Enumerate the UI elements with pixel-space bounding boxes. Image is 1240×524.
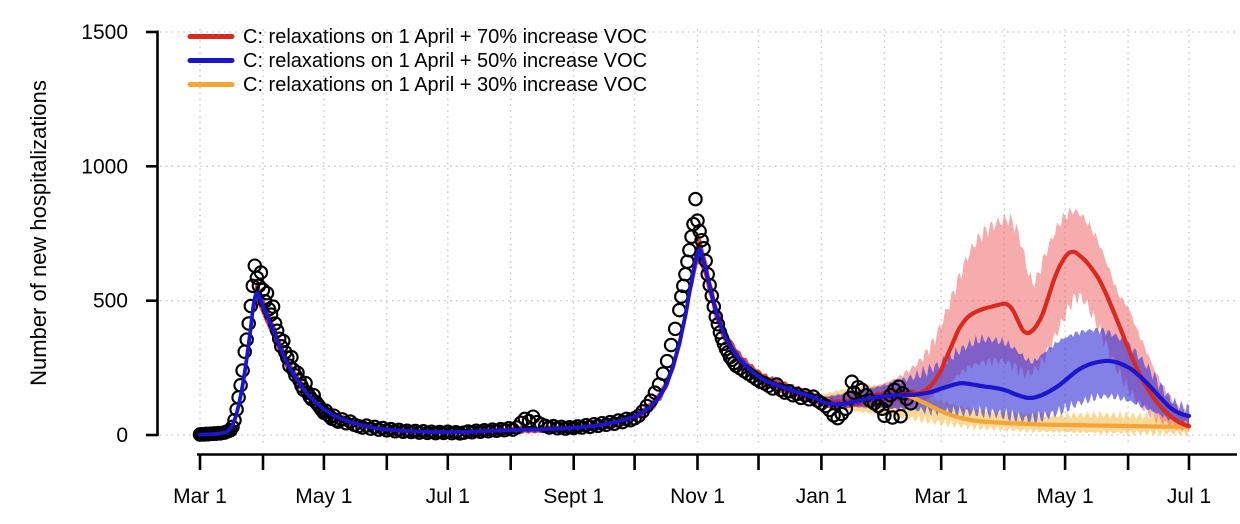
observed-point bbox=[509, 420, 525, 435]
scenario-line-70 bbox=[898, 249, 1192, 429]
observed-point bbox=[253, 265, 269, 280]
observed-point bbox=[830, 410, 845, 426]
observed-point bbox=[667, 321, 683, 337]
scenario-line-30 bbox=[898, 392, 1192, 429]
observed-point bbox=[690, 213, 705, 228]
observed-point bbox=[877, 408, 892, 423]
scenario-band-50 bbox=[821, 327, 1189, 427]
observed-point bbox=[692, 224, 707, 239]
x-tick-label: May 1 bbox=[295, 485, 352, 508]
x-tick-label: Mar 1 bbox=[173, 485, 227, 508]
x-tick-label: May 1 bbox=[1037, 485, 1094, 508]
legend-item: C: relaxations on 1 April + 70% increase… bbox=[187, 26, 647, 48]
x-axis bbox=[197, 453, 1237, 470]
legend-item: C: relaxations on 1 April + 50% increase… bbox=[187, 50, 647, 72]
x-tick-label: Jan 1 bbox=[796, 485, 847, 508]
observed-point bbox=[818, 398, 833, 414]
legend-item: C: relaxations on 1 April + 30% increase… bbox=[187, 74, 647, 96]
scenario-band-70 bbox=[821, 207, 1189, 433]
observed-point bbox=[678, 267, 693, 282]
y-tick-label: 1500 bbox=[81, 21, 128, 44]
observed-point bbox=[259, 285, 275, 301]
x-tick-label: Sept 1 bbox=[543, 485, 604, 508]
observed-point bbox=[663, 337, 679, 353]
y-tick-label: 0 bbox=[116, 424, 128, 447]
scenario-line-50 bbox=[898, 358, 1192, 418]
observed-points bbox=[192, 191, 919, 442]
legend-label: C: relaxations on 1 April + 50% increase… bbox=[243, 50, 647, 72]
y-axis bbox=[146, 30, 159, 437]
observed-point bbox=[334, 412, 350, 427]
observed-point bbox=[893, 408, 908, 424]
observed-point bbox=[680, 254, 695, 269]
fit-line bbox=[198, 248, 917, 437]
legend: C: relaxations on 1 April + 70% increase… bbox=[187, 26, 647, 96]
x-tick-label: Nov 1 bbox=[670, 485, 725, 508]
y-tick-label: 1000 bbox=[81, 155, 128, 178]
observed-point bbox=[875, 401, 890, 416]
fit-band-core bbox=[200, 241, 915, 436]
legend-label: C: relaxations on 1 April + 70% increase… bbox=[243, 26, 647, 48]
x-tick-label: Jul 1 bbox=[1167, 485, 1211, 508]
observed-point bbox=[265, 299, 281, 314]
observed-point bbox=[682, 242, 697, 258]
x-tick-label: Jul 1 bbox=[426, 485, 470, 508]
observed-point bbox=[672, 302, 687, 318]
y-axis-title: Number of new hospitalizations bbox=[26, 80, 51, 386]
legend-label: C: relaxations on 1 April + 30% increase… bbox=[243, 74, 647, 96]
observed-point bbox=[885, 410, 900, 425]
observed-point bbox=[688, 191, 703, 207]
x-tick-label: Mar 1 bbox=[914, 485, 968, 508]
y-tick-label: 500 bbox=[93, 290, 128, 313]
observed-point bbox=[694, 232, 709, 248]
